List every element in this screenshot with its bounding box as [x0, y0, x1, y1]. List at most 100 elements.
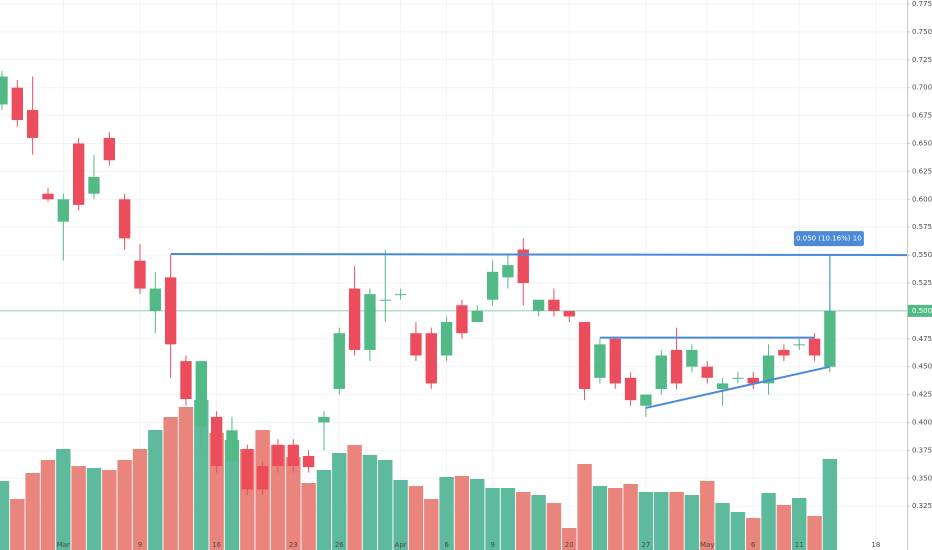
- candle-body: [103, 137, 115, 161]
- y-tick-label: 0.600: [912, 195, 932, 203]
- candle-body: [686, 349, 698, 367]
- candle-body: [716, 383, 729, 389]
- y-tick-label: 0.775: [912, 0, 932, 8]
- candle-body: [670, 349, 683, 384]
- volume-bar: [761, 493, 776, 550]
- candle-body: [195, 361, 207, 427]
- volume-bar: [56, 449, 71, 550]
- candle-body: [609, 338, 621, 384]
- volume-bar: [654, 492, 669, 550]
- volume-bar: [684, 495, 700, 550]
- x-tick-label: 11: [795, 541, 804, 549]
- candle-body: [226, 430, 238, 462]
- y-tick-label: 0.750: [912, 28, 932, 36]
- volume-bar: [86, 468, 102, 550]
- y-tick-label: 0.400: [912, 418, 932, 426]
- last-price-label: 0.500: [912, 307, 932, 315]
- candle-body: [578, 322, 591, 389]
- candle-body: [364, 294, 376, 350]
- volume-bar: [700, 481, 715, 550]
- y-tick-label: 0.700: [912, 84, 932, 92]
- y-tick-label: 0.425: [912, 391, 932, 399]
- volume-bar: [163, 417, 178, 550]
- candle-body: [241, 449, 253, 490]
- volume-bar: [776, 505, 792, 550]
- volume-bar: [592, 486, 608, 550]
- x-tick-label: 9: [490, 541, 494, 549]
- candle-body: [149, 288, 161, 311]
- volume-bar: [669, 492, 684, 550]
- volume-bar: [286, 457, 301, 550]
- volume-bar: [807, 516, 822, 550]
- candle-body: [456, 305, 468, 334]
- x-tick-label: 23: [289, 541, 298, 549]
- x-tick-label: Mar: [57, 541, 70, 549]
- candle-body: [640, 394, 652, 406]
- volume-bar: [148, 430, 163, 550]
- volume-bar: [194, 400, 209, 550]
- volume-bar: [378, 460, 393, 550]
- candle-body: [11, 87, 23, 121]
- x-tick-label: 20: [565, 541, 574, 549]
- candle-body: [486, 271, 499, 300]
- x-tick-label: 16: [212, 541, 221, 549]
- volume-bar: [270, 445, 286, 550]
- y-tick-label: 0.725: [912, 56, 932, 64]
- last-price-box: [908, 304, 932, 317]
- volume-bar: [117, 460, 132, 550]
- y-tick-label: 0.575: [912, 223, 932, 231]
- measure-label: 0.050 (10.16%) 10: [796, 235, 862, 243]
- volume-bar: [40, 460, 56, 550]
- candle-body: [394, 294, 407, 296]
- volume-bar: [424, 499, 439, 550]
- volume-bar: [531, 495, 546, 550]
- y-tick-label: 0.525: [912, 279, 932, 287]
- y-tick-label: 0.650: [912, 139, 932, 147]
- candle-body: [210, 416, 223, 466]
- x-tick-label: 6: [751, 541, 756, 549]
- volume-bar: [224, 440, 240, 550]
- candle-body: [57, 199, 69, 222]
- volume-bar: [485, 488, 500, 550]
- volume-bar: [500, 488, 516, 550]
- x-tick-label: 26: [335, 541, 344, 549]
- candle-body: [594, 344, 606, 378]
- candle-body: [287, 444, 299, 466]
- candle-body: [548, 299, 560, 311]
- candle-body: [379, 299, 391, 301]
- candle-body: [440, 322, 453, 356]
- x-tick-label: 6: [444, 541, 449, 549]
- volume-bar: [562, 528, 577, 550]
- volume-bar: [25, 473, 40, 550]
- volume-bar: [362, 455, 378, 550]
- x-tick-label: Apr: [395, 541, 407, 549]
- candle-body: [164, 277, 177, 345]
- x-tick-label: May: [700, 541, 714, 549]
- candle-body: [256, 465, 269, 490]
- measure-label-box: [793, 231, 864, 247]
- volume-bar: [638, 492, 654, 550]
- x-tick-label: 27: [641, 541, 650, 549]
- price-axis: [907, 0, 932, 550]
- volume-bar: [332, 453, 347, 550]
- candle-body: [624, 377, 637, 401]
- candle-body: [26, 110, 39, 138]
- candle-body: [517, 249, 529, 283]
- candle-body: [118, 199, 131, 239]
- candle-body: [701, 366, 713, 378]
- volume-bar: [0, 481, 10, 550]
- candle-body: [425, 333, 437, 384]
- candle-body: [72, 143, 85, 205]
- volume-bar: [546, 503, 562, 550]
- volume-bar: [10, 499, 25, 550]
- volume-bar: [608, 488, 623, 550]
- candle-body: [808, 338, 821, 356]
- volume-bar: [792, 498, 807, 550]
- candle-body: [532, 299, 545, 311]
- volume-bar: [454, 476, 470, 550]
- volume-bar: [730, 512, 746, 550]
- volume-bar: [71, 466, 86, 550]
- volume-bar: [393, 480, 408, 550]
- candle-body: [180, 361, 192, 400]
- y-tick-label: 0.625: [912, 167, 932, 175]
